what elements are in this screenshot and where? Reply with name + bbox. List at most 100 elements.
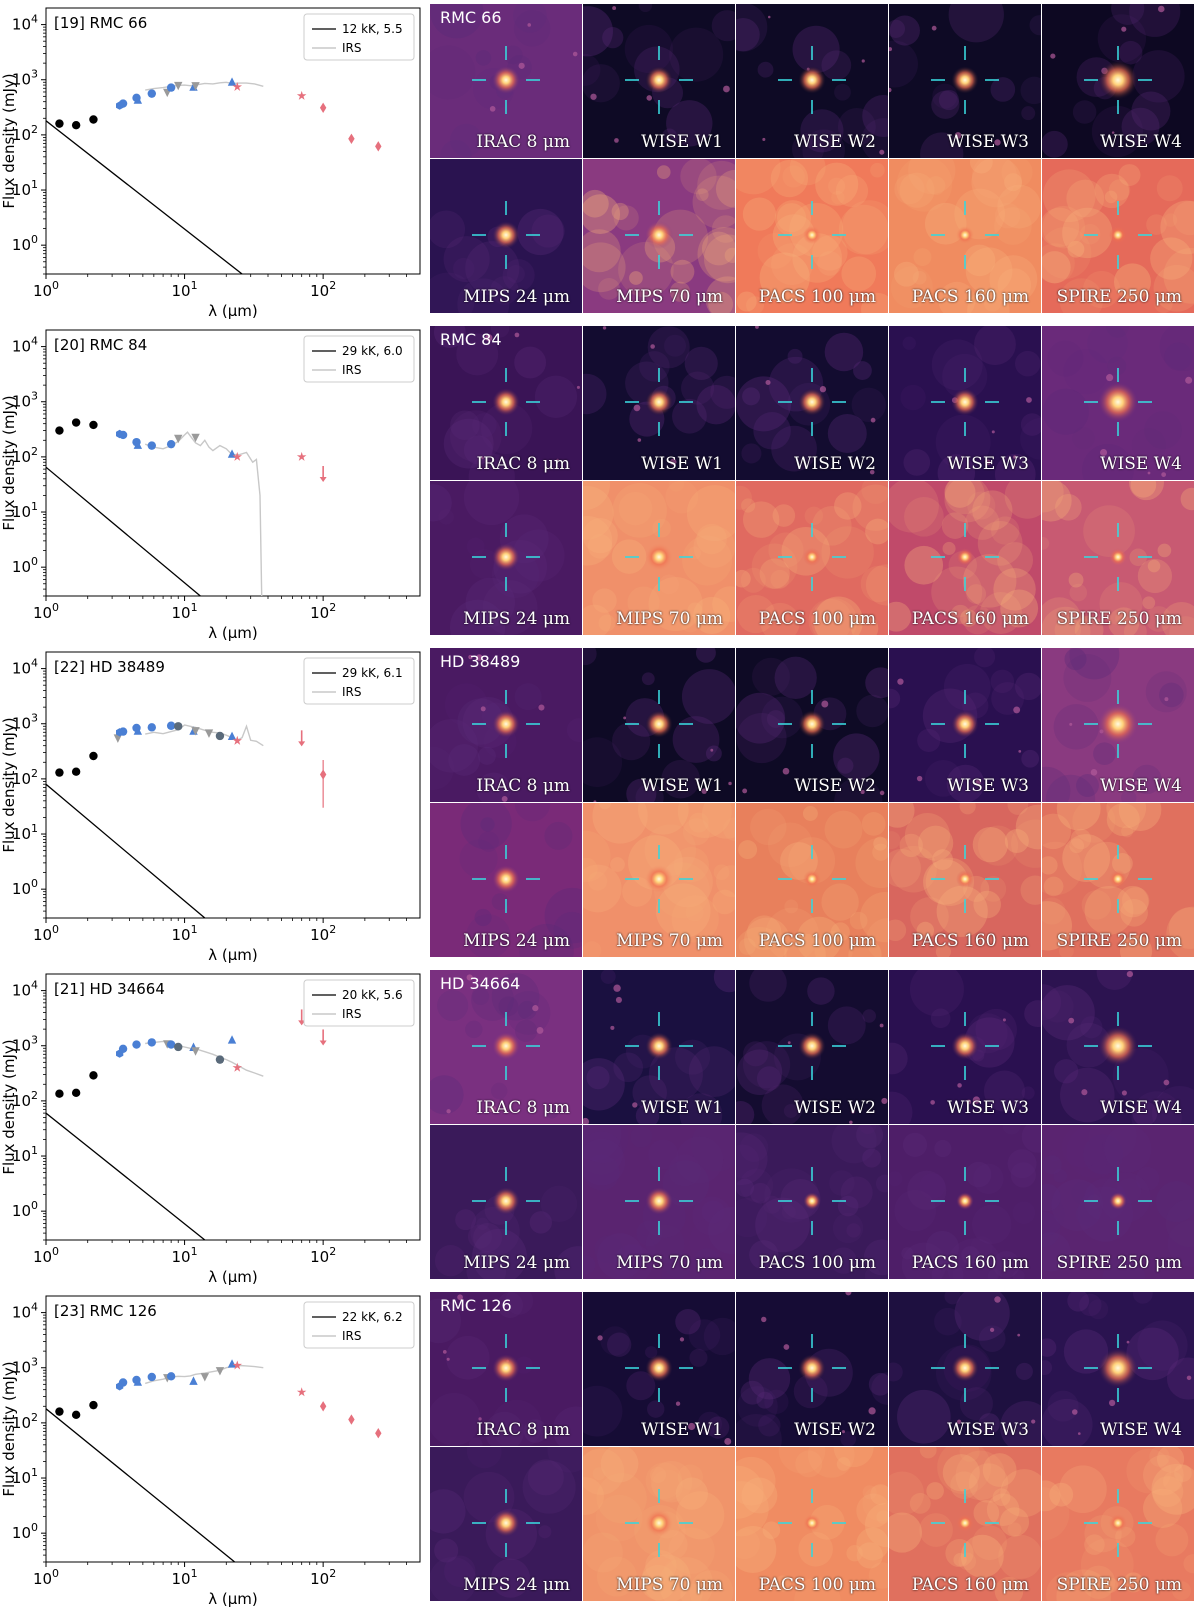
texture — [903, 449, 931, 476]
field-star — [1018, 749, 1022, 753]
band-label: PACS 160 μm — [911, 1575, 1029, 1595]
texture — [994, 202, 1021, 229]
texture — [1132, 1292, 1153, 1304]
texture — [473, 1222, 503, 1253]
texture — [1137, 558, 1173, 594]
field-star — [991, 430, 995, 434]
texture — [696, 384, 735, 425]
texture — [465, 577, 515, 628]
cutout-tile: WISE W4 — [1042, 648, 1194, 802]
texture — [736, 159, 781, 195]
texture — [680, 159, 717, 195]
texture — [768, 532, 804, 568]
texture — [1042, 766, 1071, 802]
texture — [770, 569, 790, 589]
field-star — [956, 1419, 962, 1425]
texture — [692, 175, 735, 229]
texture — [1106, 803, 1147, 829]
target-source — [803, 548, 821, 566]
texture — [661, 759, 700, 799]
texture — [953, 1553, 967, 1567]
texture — [802, 806, 818, 821]
target-source — [492, 1354, 520, 1382]
texture — [1004, 829, 1029, 854]
band-label: WISE W4 — [1100, 1098, 1182, 1118]
texture — [889, 1171, 903, 1187]
texture — [998, 1534, 1041, 1580]
texture — [692, 1196, 732, 1236]
texture — [430, 210, 466, 249]
texture — [736, 1414, 782, 1446]
texture — [889, 1471, 925, 1516]
texture — [1069, 838, 1085, 854]
texture — [662, 856, 713, 908]
texture — [681, 371, 715, 405]
texture — [965, 505, 1000, 540]
cutout-tile: WISE W4 — [1042, 1292, 1194, 1446]
target-source — [803, 1514, 821, 1532]
texture — [662, 128, 677, 144]
texture — [666, 100, 713, 147]
texture — [736, 485, 752, 510]
texture — [1102, 1577, 1119, 1593]
texture — [675, 1039, 711, 1075]
texture — [993, 568, 1036, 611]
texture — [1012, 1201, 1036, 1225]
band-label: SPIRE 250 μm — [1056, 1253, 1182, 1273]
source-label: [23] RMC 126 — [54, 1302, 157, 1320]
texture — [597, 1233, 644, 1279]
texture — [926, 1482, 944, 1500]
texture — [1042, 388, 1089, 435]
texture — [945, 1539, 974, 1568]
texture — [437, 989, 469, 1022]
texture — [689, 1217, 735, 1267]
texture — [1056, 803, 1101, 831]
texture — [1145, 671, 1187, 713]
texture — [430, 1392, 481, 1446]
texture — [612, 1244, 653, 1279]
texture — [1042, 813, 1071, 850]
texture — [1063, 1329, 1109, 1374]
texture — [668, 481, 685, 492]
y-axis-label: Flux density (mJy) — [0, 717, 18, 852]
source-label: [20] RMC 84 — [54, 336, 147, 354]
texture — [538, 1525, 552, 1539]
field-star — [602, 326, 607, 330]
texture — [457, 278, 510, 313]
texture — [514, 346, 547, 379]
texture — [736, 1144, 760, 1179]
texture — [1118, 40, 1143, 65]
texture — [665, 481, 699, 514]
legend-entry: IRS — [342, 1007, 362, 1021]
texture — [1053, 704, 1099, 750]
texture — [670, 259, 695, 284]
texture — [1007, 1522, 1022, 1537]
texture — [1107, 356, 1127, 376]
texture — [794, 1577, 841, 1601]
texture — [478, 831, 499, 852]
band-label: IRAC 8 μm — [476, 132, 570, 152]
texture — [918, 825, 954, 861]
texture — [802, 129, 845, 158]
texture — [739, 1133, 769, 1162]
field-star — [1126, 970, 1134, 978]
texture — [986, 1493, 1020, 1527]
texture — [868, 1562, 888, 1589]
target-source — [798, 1032, 826, 1060]
band-label: SPIRE 250 μm — [1056, 931, 1182, 951]
texture — [1147, 559, 1161, 573]
texture — [780, 842, 818, 880]
texture — [965, 247, 1013, 295]
texture — [583, 830, 611, 883]
target-source — [492, 1509, 520, 1537]
texture — [652, 518, 671, 538]
texture — [1115, 612, 1128, 625]
texture — [449, 410, 502, 462]
texture — [861, 118, 888, 158]
texture — [997, 542, 1034, 579]
sed-plot-3: 100 101 102 103 104 100 101 102 λ (μm) Flux densi… — [0, 644, 425, 964]
cutout-tile: PACS 100 μm — [736, 1447, 888, 1601]
data-point — [232, 82, 242, 91]
band-label: IRAC 8 μm — [476, 454, 570, 474]
cutout-tile: MIPS 70 μm — [583, 481, 735, 635]
